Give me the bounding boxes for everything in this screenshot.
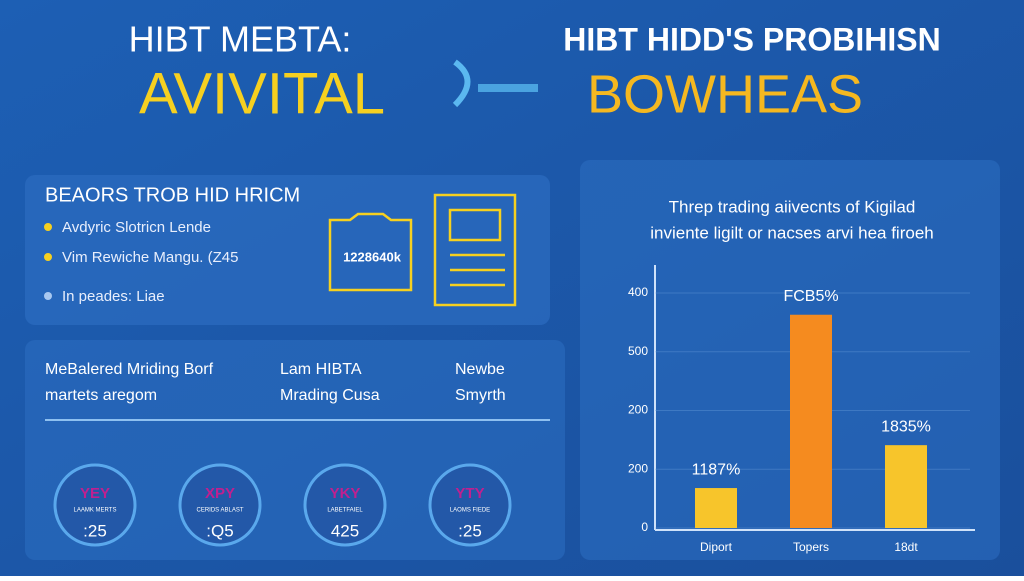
badge-top: YEY xyxy=(80,485,110,502)
icon-doc xyxy=(433,193,517,307)
x-tick-label: Topers xyxy=(793,540,829,554)
header-left-2: AVIVITAL xyxy=(139,61,385,126)
bar xyxy=(790,314,832,528)
badge-bottom: :Q5 xyxy=(206,521,233,540)
header-left-1: HIBT MEBTA: xyxy=(129,19,352,60)
chart-title: Threp trading aiivecnts of Kigilad xyxy=(669,197,916,216)
value-label: FCB5% xyxy=(783,288,838,305)
y-tick-label: 500 xyxy=(628,344,648,358)
header-right-2: BOWHEAS xyxy=(587,64,863,124)
column-header: Newbe xyxy=(455,361,505,378)
x-tick-label: 18dt xyxy=(894,540,918,554)
column-header: MeBalered Mriding Borf xyxy=(45,361,214,378)
y-tick-label: 0 xyxy=(641,520,648,534)
column-header: Smyrth xyxy=(455,387,506,404)
y-tick-label: 200 xyxy=(628,461,648,475)
badge-bottom: :25 xyxy=(83,521,107,540)
badge-small: LAOMS FIEDE xyxy=(450,508,490,514)
header-right-1: HIBT HIDD'S PROBIHISN xyxy=(563,21,940,57)
column-header: Mrading Cusa xyxy=(280,387,380,404)
bullet-text: Avdyric Slotricn Lende xyxy=(62,219,211,236)
bar xyxy=(695,488,737,528)
icon-folder xyxy=(328,212,413,292)
badge-top: YTY xyxy=(455,485,484,502)
panel xyxy=(25,175,550,325)
circle-badge xyxy=(53,463,137,547)
bar xyxy=(885,445,927,528)
x-tick-label: Diport xyxy=(700,540,733,554)
badge-small: LABETFAIEL xyxy=(327,508,363,514)
bullet-text: Vim Rewiche Mangu. (Z45 xyxy=(62,249,238,266)
column-header: Lam HIBTA xyxy=(280,361,362,378)
value-label: 1835% xyxy=(881,418,931,435)
circle-badge xyxy=(303,463,387,547)
y-tick-label: 400 xyxy=(628,285,648,299)
icon-label: 1228640k xyxy=(343,249,402,264)
badge-bottom: :25 xyxy=(458,521,482,540)
badge-top: XPY xyxy=(205,485,235,502)
badge-bottom: 425 xyxy=(331,521,359,540)
badge-small: LAAMK MERTS xyxy=(74,508,117,514)
bullet-text: In peades: Liae xyxy=(62,288,165,305)
value-label: 1187% xyxy=(692,461,741,478)
circle-badge xyxy=(428,463,512,547)
y-tick-label: 200 xyxy=(628,403,648,417)
badge-top: YKY xyxy=(330,485,361,502)
arrow xyxy=(452,59,471,108)
bullet xyxy=(44,223,52,231)
chart-title: inviente ligilt or nacses arvi hea firoe… xyxy=(650,223,933,242)
bullet xyxy=(44,253,52,261)
bullet xyxy=(44,292,52,300)
arrow-bar xyxy=(478,84,538,92)
column-header: martets aregom xyxy=(45,387,157,404)
circle-badge xyxy=(178,463,262,547)
badge-small: CERIDS ABLAST xyxy=(196,508,243,514)
panel-title: BEAORS TROB HID HRICM xyxy=(45,184,300,206)
